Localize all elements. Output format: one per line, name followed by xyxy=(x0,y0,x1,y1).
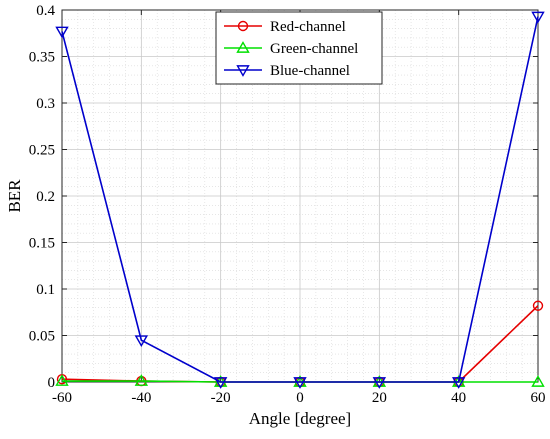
x-tick-labels: -60 -40 -20 0 20 40 60 xyxy=(52,390,546,406)
x-tick-label: -60 xyxy=(52,390,72,406)
data-point-blue-channel xyxy=(531,11,545,24)
x-axis-label: Angle [degree] xyxy=(249,409,351,428)
series-line-blue-channel xyxy=(61,16,539,383)
y-tick-label: 0 xyxy=(48,375,56,391)
data-point-red-channel xyxy=(532,300,544,311)
legend-marker-green-channel xyxy=(236,41,250,53)
legend-entry-red-channel: Red-channel xyxy=(224,19,346,35)
y-tick-label: 0.05 xyxy=(29,329,55,345)
series-blue-channel xyxy=(55,11,545,389)
data-point-blue-channel xyxy=(134,335,149,348)
y-tick-labels: 0 0.05 0.1 0.15 0.2 0.25 0.3 0.35 0.4 xyxy=(29,3,56,391)
legend-label-red-channel: Red-channel xyxy=(270,19,346,35)
x-tick-label: -20 xyxy=(211,390,231,406)
legend-marker-blue-channel xyxy=(236,65,250,77)
y-tick-label: 0.3 xyxy=(36,96,55,112)
y-tick-label: 0.25 xyxy=(29,143,55,159)
data-point-blue-channel xyxy=(213,377,228,389)
x-tick-label: 20 xyxy=(372,390,387,406)
legend-entry-green-channel: Green-channel xyxy=(224,41,358,57)
y-tick-label: 0.2 xyxy=(36,189,55,205)
x-tick-label: 60 xyxy=(531,390,546,406)
x-tick-label: 40 xyxy=(451,390,466,406)
y-tick-label: 0.1 xyxy=(36,282,55,298)
x-tick-label: 0 xyxy=(296,390,304,406)
y-tick-label: 0.15 xyxy=(29,236,55,252)
legend-entry-blue-channel: Blue-channel xyxy=(224,63,350,79)
data-point-green-channel xyxy=(55,374,69,386)
legend-label-blue-channel: Blue-channel xyxy=(270,63,350,79)
legend: Red-channel Green-channel Blue-channel xyxy=(215,11,383,85)
y-tick-label: 0.4 xyxy=(36,3,55,19)
legend-label-green-channel: Green-channel xyxy=(270,41,358,57)
x-tick-label: -40 xyxy=(131,390,151,406)
data-point-blue-channel xyxy=(372,377,387,389)
data-point-green-channel xyxy=(531,375,545,387)
data-point-blue-channel xyxy=(451,377,466,389)
data-point-blue-channel xyxy=(293,377,307,389)
data-point-green-channel xyxy=(134,374,149,386)
series-layer xyxy=(55,11,545,389)
y-axis-label: BER xyxy=(5,179,24,213)
y-tick-label: 0.35 xyxy=(29,50,55,66)
legend-marker-red-channel xyxy=(237,20,249,32)
data-point-blue-channel xyxy=(55,26,69,39)
